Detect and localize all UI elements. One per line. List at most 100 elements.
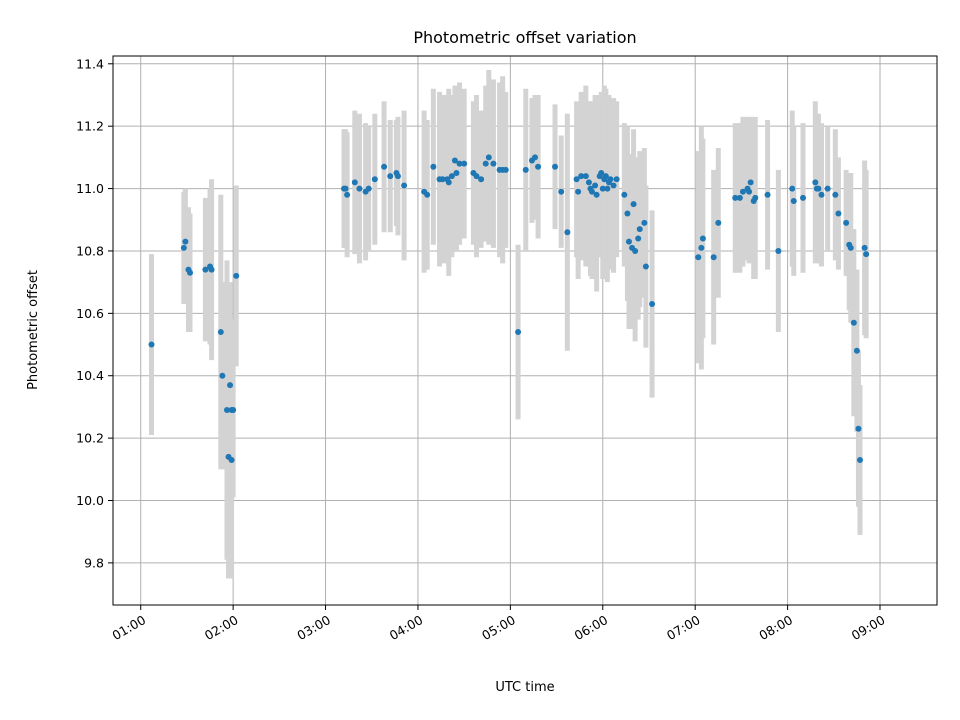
y-tick-label: 11.2 xyxy=(76,119,104,134)
data-point xyxy=(182,238,189,245)
y-tick-label: 11.0 xyxy=(76,181,104,196)
data-point xyxy=(624,210,631,217)
data-point xyxy=(445,179,452,186)
data-point xyxy=(401,182,408,189)
data-point xyxy=(381,163,388,170)
data-point xyxy=(532,154,539,161)
data-point xyxy=(217,329,224,336)
y-tick-label: 11.4 xyxy=(76,56,104,71)
data-point xyxy=(630,201,637,208)
data-point xyxy=(342,185,349,192)
data-point xyxy=(356,185,363,192)
data-point xyxy=(522,166,529,173)
data-point xyxy=(610,182,617,189)
data-point xyxy=(230,407,237,414)
data-point xyxy=(585,179,592,186)
data-point xyxy=(578,173,585,180)
data-point xyxy=(599,185,606,192)
data-point xyxy=(502,166,509,173)
data-point xyxy=(636,226,643,233)
data-point xyxy=(853,347,860,354)
data-point xyxy=(698,244,705,251)
data-point xyxy=(642,263,649,270)
data-point xyxy=(863,251,870,258)
data-point xyxy=(515,329,522,336)
data-point xyxy=(430,163,437,170)
data-point xyxy=(739,188,746,195)
data-point xyxy=(602,173,609,180)
data-point xyxy=(456,160,463,167)
data-point xyxy=(453,169,460,176)
data-point xyxy=(387,173,394,180)
data-point xyxy=(607,176,614,183)
data-point xyxy=(855,425,862,432)
y-tick-label: 10.4 xyxy=(76,368,104,383)
data-point xyxy=(856,456,863,463)
data-point xyxy=(461,160,468,167)
plot-frame xyxy=(112,55,938,606)
y-tick-label: 10.6 xyxy=(76,306,104,321)
data-point xyxy=(558,188,565,195)
data-point xyxy=(482,160,489,167)
data-point xyxy=(732,194,739,201)
data-points xyxy=(148,154,870,463)
data-point xyxy=(371,176,378,183)
data-point xyxy=(219,372,226,379)
y-axis-label: Photometric offset xyxy=(26,270,41,390)
data-point xyxy=(824,185,831,192)
data-point xyxy=(187,269,194,276)
data-point xyxy=(815,185,822,192)
data-point xyxy=(485,154,492,161)
data-point xyxy=(832,191,839,198)
data-point xyxy=(573,176,580,183)
data-point xyxy=(812,179,819,186)
data-point xyxy=(439,176,446,183)
data-point xyxy=(625,238,632,245)
data-point xyxy=(424,191,431,198)
data-point xyxy=(365,185,372,192)
data-point xyxy=(490,160,497,167)
data-point xyxy=(535,163,542,170)
data-point xyxy=(789,185,796,192)
data-point xyxy=(351,179,358,186)
data-point xyxy=(564,229,571,236)
data-point xyxy=(850,319,857,326)
data-point xyxy=(764,191,771,198)
data-point xyxy=(552,163,559,170)
data-point xyxy=(344,191,351,198)
data-point xyxy=(736,194,743,201)
data-point xyxy=(710,254,717,261)
x-axis-label: UTC time xyxy=(495,680,554,695)
data-point xyxy=(861,244,868,251)
data-point xyxy=(847,244,854,251)
data-point xyxy=(582,173,589,180)
data-point xyxy=(180,244,187,251)
data-point xyxy=(752,194,759,201)
data-point xyxy=(621,191,628,198)
data-point xyxy=(775,247,782,254)
data-point xyxy=(695,254,702,261)
data-point xyxy=(649,300,656,307)
data-point xyxy=(699,235,706,242)
data-point xyxy=(394,173,401,180)
y-axis: 9.8 10.0 10.2 10.4 10.6 10.8 11.0 11.2 11.4 xyxy=(76,56,113,570)
data-point xyxy=(473,173,480,180)
y-tick-label: 10.0 xyxy=(76,493,104,508)
data-point xyxy=(575,188,582,195)
data-point xyxy=(632,247,639,254)
data-point xyxy=(233,272,240,279)
data-point xyxy=(746,188,753,195)
y-tick-label: 10.8 xyxy=(76,243,104,258)
chart-title: Photometric offset variation xyxy=(413,28,636,47)
data-point xyxy=(223,407,230,414)
data-point xyxy=(790,198,797,205)
data-point xyxy=(715,219,722,226)
data-point xyxy=(227,382,234,389)
data-point xyxy=(202,266,209,273)
data-point xyxy=(592,182,599,189)
data-point xyxy=(604,185,611,192)
y-tick-label: 9.8 xyxy=(84,555,104,570)
y-tick-label: 10.2 xyxy=(76,431,104,446)
data-point xyxy=(641,219,648,226)
